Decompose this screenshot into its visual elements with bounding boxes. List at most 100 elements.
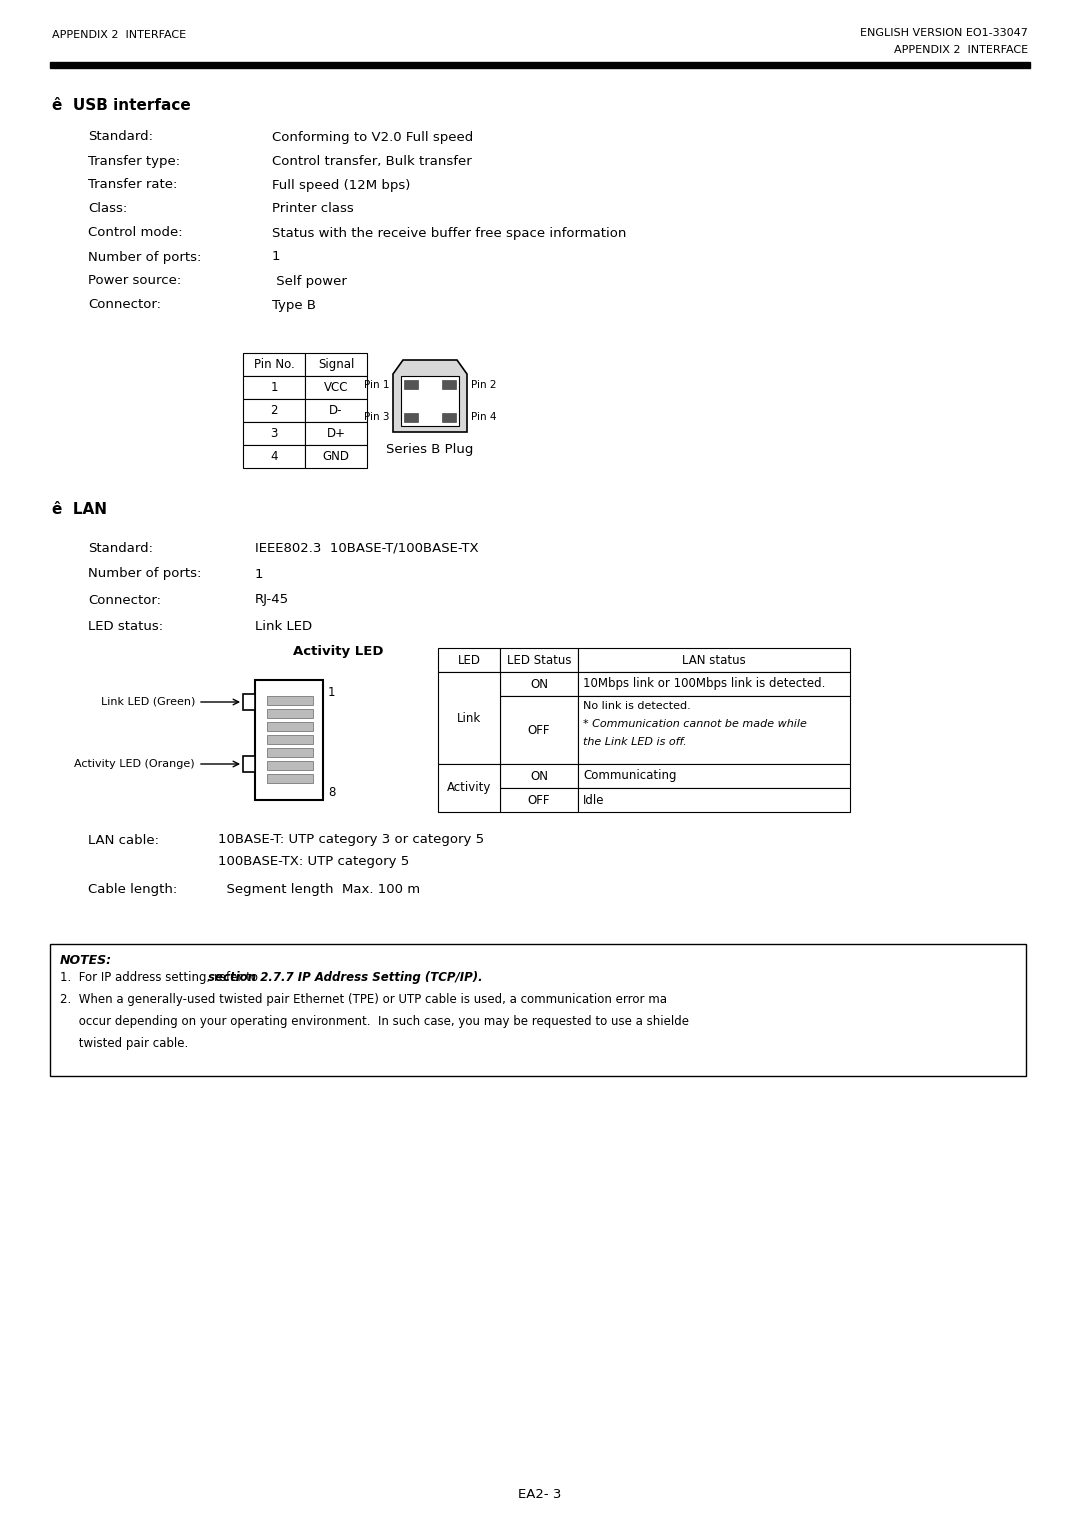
Text: Type B: Type B	[272, 298, 316, 312]
Text: Activity LED: Activity LED	[293, 645, 383, 659]
Bar	[500, 648, 578, 672]
Text: Transfer type:: Transfer type:	[87, 154, 180, 168]
Text: 1: 1	[328, 686, 336, 698]
Polygon shape	[393, 361, 467, 432]
Text: Communicating: Communicating	[583, 770, 676, 782]
Text: Power source:: Power source:	[87, 275, 181, 287]
Bar	[438, 648, 500, 672]
Text: the Link LED is off.: the Link LED is off.	[583, 736, 687, 747]
Bar	[438, 672, 500, 764]
Text: Class:: Class:	[87, 203, 127, 215]
Bar	[404, 380, 418, 390]
Text: Idle: Idle	[583, 793, 605, 807]
Bar	[50, 944, 1026, 1076]
Text: OFF: OFF	[528, 723, 550, 736]
Text: Standard:: Standard:	[87, 130, 153, 144]
Text: EA2- 3: EA2- 3	[518, 1488, 562, 1502]
Bar	[305, 353, 367, 376]
Text: Activity: Activity	[447, 781, 491, 795]
Bar	[578, 695, 850, 764]
Text: LAN status: LAN status	[683, 654, 746, 666]
Bar	[500, 695, 578, 764]
Text: 3: 3	[270, 426, 278, 440]
Text: 2: 2	[270, 403, 278, 417]
Text: IEEE802.3  10BASE-T/100BASE-TX: IEEE802.3 10BASE-T/100BASE-TX	[255, 541, 478, 555]
Text: Status with the receive buffer free space information: Status with the receive buffer free spac…	[272, 226, 626, 240]
Text: LED: LED	[458, 654, 481, 666]
Text: 10Mbps link or 100Mbps link is detected.: 10Mbps link or 100Mbps link is detected.	[583, 677, 825, 691]
Bar	[243, 376, 305, 399]
Text: Pin 1: Pin 1	[364, 379, 389, 390]
Text: Printer class: Printer class	[272, 203, 354, 215]
Bar	[442, 413, 456, 422]
Text: 4: 4	[270, 451, 278, 463]
Bar	[243, 445, 305, 468]
Text: 1: 1	[255, 567, 264, 581]
Text: Pin 3: Pin 3	[364, 413, 389, 423]
Bar	[305, 376, 367, 399]
Text: LAN cable:: LAN cable:	[87, 833, 159, 847]
Bar	[442, 380, 456, 390]
Text: GND: GND	[323, 451, 350, 463]
Text: D-: D-	[329, 403, 342, 417]
Text: Link LED (Green): Link LED (Green)	[100, 697, 195, 707]
Text: Pin 4: Pin 4	[471, 413, 497, 423]
Bar	[578, 648, 850, 672]
Text: 1.  For IP address setting, refer to: 1. For IP address setting, refer to	[60, 972, 258, 984]
Bar	[305, 445, 367, 468]
Text: Transfer rate:: Transfer rate:	[87, 179, 177, 191]
Bar	[267, 695, 313, 704]
Text: LED status:: LED status:	[87, 619, 163, 633]
Bar	[500, 764, 578, 788]
Text: Control transfer, Bulk transfer: Control transfer, Bulk transfer	[272, 154, 472, 168]
Text: APPENDIX 2  INTERFACE: APPENDIX 2 INTERFACE	[894, 44, 1028, 55]
Bar	[267, 775, 313, 782]
Bar	[267, 709, 313, 718]
Text: Control mode:: Control mode:	[87, 226, 183, 240]
Text: OFF: OFF	[528, 793, 550, 807]
Bar	[267, 723, 313, 730]
Bar	[255, 680, 323, 801]
Text: ON: ON	[530, 770, 548, 782]
Bar	[243, 422, 305, 445]
Text: NOTES:: NOTES:	[60, 953, 112, 967]
Text: Series B Plug: Series B Plug	[387, 443, 474, 457]
Text: 1: 1	[272, 251, 281, 263]
Bar	[305, 422, 367, 445]
Bar	[267, 749, 313, 756]
Text: section 2.7.7 IP Address Setting (TCP/IP).: section 2.7.7 IP Address Setting (TCP/IP…	[208, 972, 483, 984]
Text: Self power: Self power	[272, 275, 347, 287]
Text: Number of ports:: Number of ports:	[87, 251, 201, 263]
Text: Link: Link	[457, 712, 481, 724]
Bar	[578, 764, 850, 788]
Text: 10BASE-T: UTP category 3 or category 5: 10BASE-T: UTP category 3 or category 5	[218, 833, 484, 847]
Bar	[267, 761, 313, 770]
Text: VCC: VCC	[324, 380, 348, 394]
Text: occur depending on your operating environment.  In such case, you may be request: occur depending on your operating enviro…	[60, 1016, 689, 1028]
Text: 1: 1	[270, 380, 278, 394]
Bar	[243, 353, 305, 376]
Text: 100BASE-TX: UTP category 5: 100BASE-TX: UTP category 5	[218, 856, 409, 868]
Text: LED Status: LED Status	[507, 654, 571, 666]
Text: Connector:: Connector:	[87, 298, 161, 312]
Bar	[500, 788, 578, 811]
Text: No link is detected.: No link is detected.	[583, 701, 691, 711]
Text: * Communication cannot be made while: * Communication cannot be made while	[583, 720, 807, 729]
Text: Pin No.: Pin No.	[254, 358, 295, 371]
Text: ENGLISH VERSION EO1-33047: ENGLISH VERSION EO1-33047	[860, 28, 1028, 38]
Text: 2.  When a generally-used twisted pair Ethernet (TPE) or UTP cable is used, a co: 2. When a generally-used twisted pair Et…	[60, 993, 667, 1007]
Text: D+: D+	[326, 426, 346, 440]
Bar	[50, 63, 1030, 69]
Bar	[243, 756, 255, 772]
Bar	[267, 735, 313, 744]
Text: Full speed (12M bps): Full speed (12M bps)	[272, 179, 410, 191]
Text: Link LED: Link LED	[255, 619, 312, 633]
Bar	[243, 399, 305, 422]
Text: Conforming to V2.0 Full speed: Conforming to V2.0 Full speed	[272, 130, 473, 144]
Bar	[578, 672, 850, 695]
Text: ê  LAN: ê LAN	[52, 503, 107, 518]
Text: twisted pair cable.: twisted pair cable.	[60, 1038, 188, 1051]
Text: Cable length:: Cable length:	[87, 883, 177, 897]
Bar	[305, 399, 367, 422]
Text: Standard:: Standard:	[87, 541, 153, 555]
